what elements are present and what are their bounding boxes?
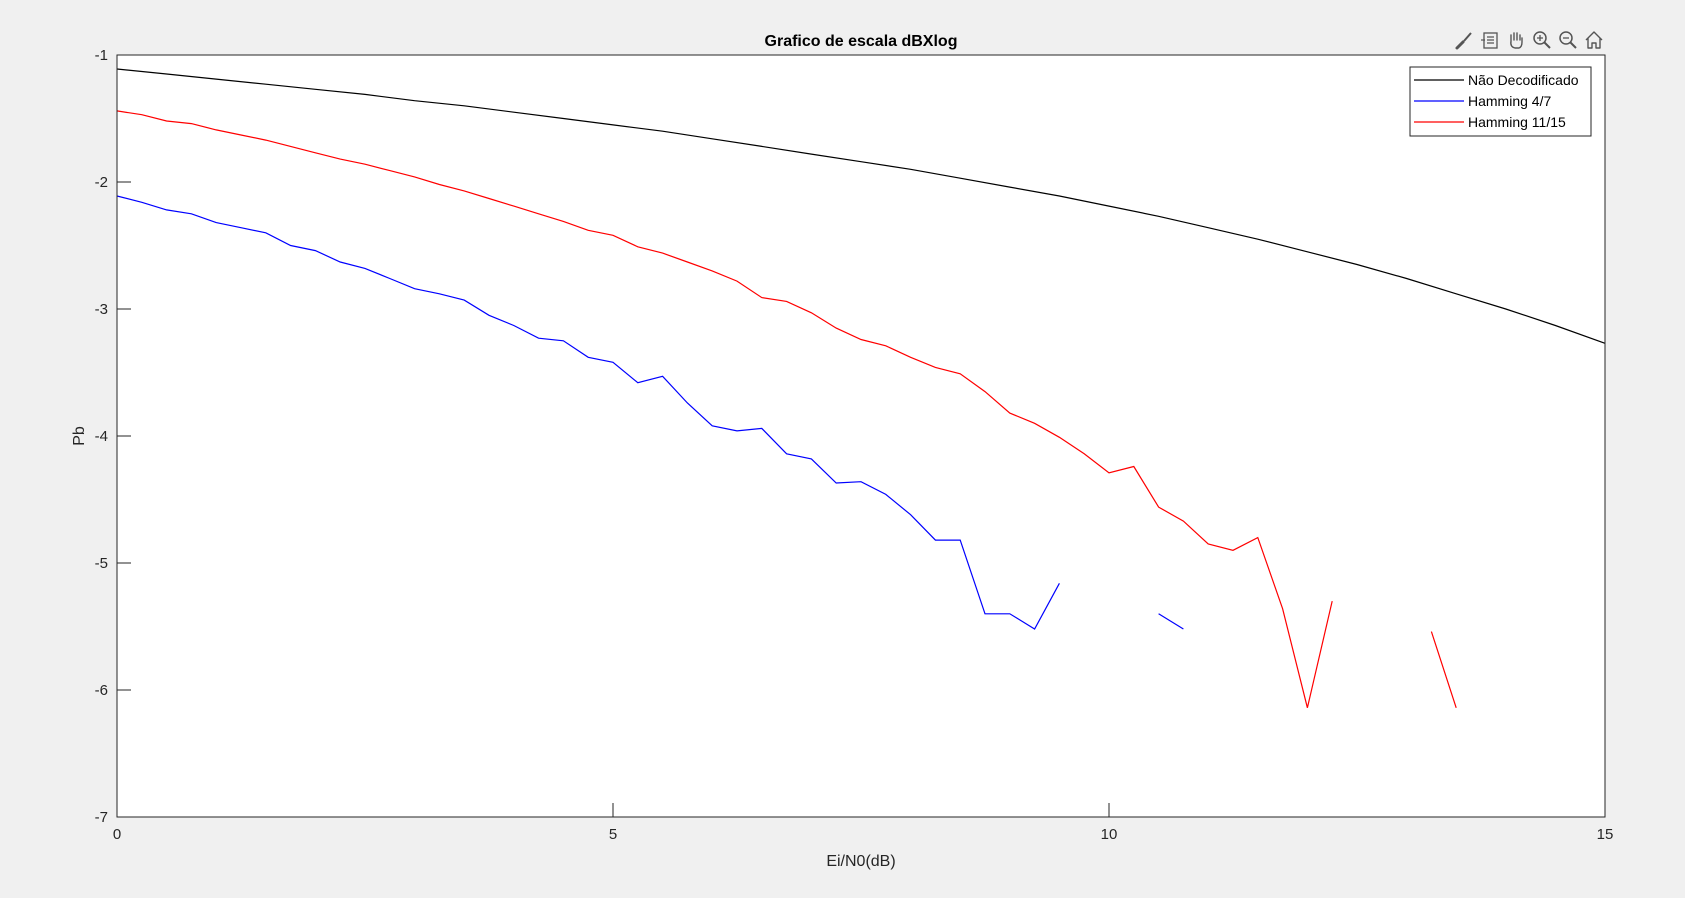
y-tick-label: -3	[95, 301, 108, 318]
insert-legend-icon[interactable]	[1478, 26, 1502, 54]
zoom-in-icon[interactable]	[1530, 26, 1554, 54]
x-tick-label: 0	[113, 826, 121, 843]
series-line-n-o-decodificado	[116, 68, 1606, 344]
series-line-hamming-11-15	[116, 110, 1457, 708]
zoom-out-icon[interactable]	[1556, 26, 1580, 54]
brush-icon[interactable]	[1452, 26, 1476, 54]
y-tick-label: -4	[95, 428, 108, 445]
pan-hand-icon[interactable]	[1504, 26, 1528, 54]
plot-lines	[116, 68, 1606, 708]
home-icon[interactable]	[1582, 26, 1606, 54]
series-line-hamming-4-7	[116, 195, 1184, 630]
y-tick-label: -7	[95, 809, 108, 826]
legend-label: Hamming 4/7	[1468, 93, 1551, 109]
x-axis-label: Ei/N0(dB)	[826, 853, 895, 870]
legend-label: Não Decodificado	[1468, 72, 1579, 88]
plot-area	[117, 55, 1605, 817]
x-tick-label: 15	[1597, 826, 1614, 843]
axis-ticks: 0 5 10 15 -7 -6 -5 -4 -3 -2 -1	[95, 47, 1614, 843]
x-tick-label: 10	[1101, 826, 1118, 843]
x-tick-label: 5	[609, 826, 617, 843]
y-tick-label: -2	[95, 174, 108, 191]
legend-label: Hamming 11/15	[1468, 114, 1566, 130]
y-tick-label: -1	[95, 47, 108, 64]
axes-toolbar	[1452, 26, 1606, 54]
y-tick-label: -5	[95, 555, 108, 572]
y-tick-label: -6	[95, 682, 108, 699]
legend[interactable]: Não Decodificado Hamming 4/7 Hamming 11/15	[1409, 66, 1592, 137]
y-axis-label: Pb	[71, 426, 88, 446]
chart-title: Grafico de escala dBXlog	[765, 33, 958, 50]
